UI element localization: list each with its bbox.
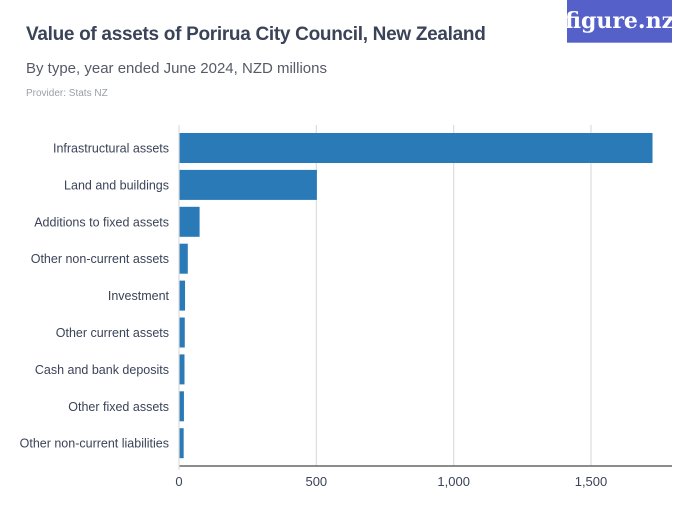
x-tick-label: 0 xyxy=(175,474,182,489)
category-label: Other non-current liabilities xyxy=(20,437,169,451)
bar xyxy=(179,280,186,311)
bar xyxy=(179,391,184,422)
category-label: Other fixed assets xyxy=(68,400,169,414)
category-label: Other non-current assets xyxy=(31,252,169,266)
chart-title: Value of assets of Porirua City Council,… xyxy=(26,24,486,45)
category-label: Infrastructural assets xyxy=(53,142,169,156)
category-label: Cash and bank deposits xyxy=(35,363,169,377)
bar xyxy=(179,428,184,459)
provider-text: Provider: Stats NZ xyxy=(26,88,108,99)
category-label: Additions to fixed assets xyxy=(34,215,169,229)
x-tick-label: 500 xyxy=(305,474,327,489)
figure-nz-logo[interactable]: figure.nz xyxy=(565,0,674,43)
bar xyxy=(179,317,185,348)
category-label: Land and buildings xyxy=(64,178,169,192)
bar xyxy=(179,206,200,237)
x-tick-label: 1,500 xyxy=(575,474,608,489)
bar xyxy=(179,354,185,385)
chart-subtitle: By type, year ended June 2024, NZD milli… xyxy=(26,60,327,77)
bar xyxy=(179,243,188,274)
x-tick-label: 1,000 xyxy=(437,474,470,489)
category-label: Investment xyxy=(108,289,170,303)
category-label: Other current assets xyxy=(56,326,169,340)
bar xyxy=(179,133,653,163)
bar xyxy=(179,169,317,200)
